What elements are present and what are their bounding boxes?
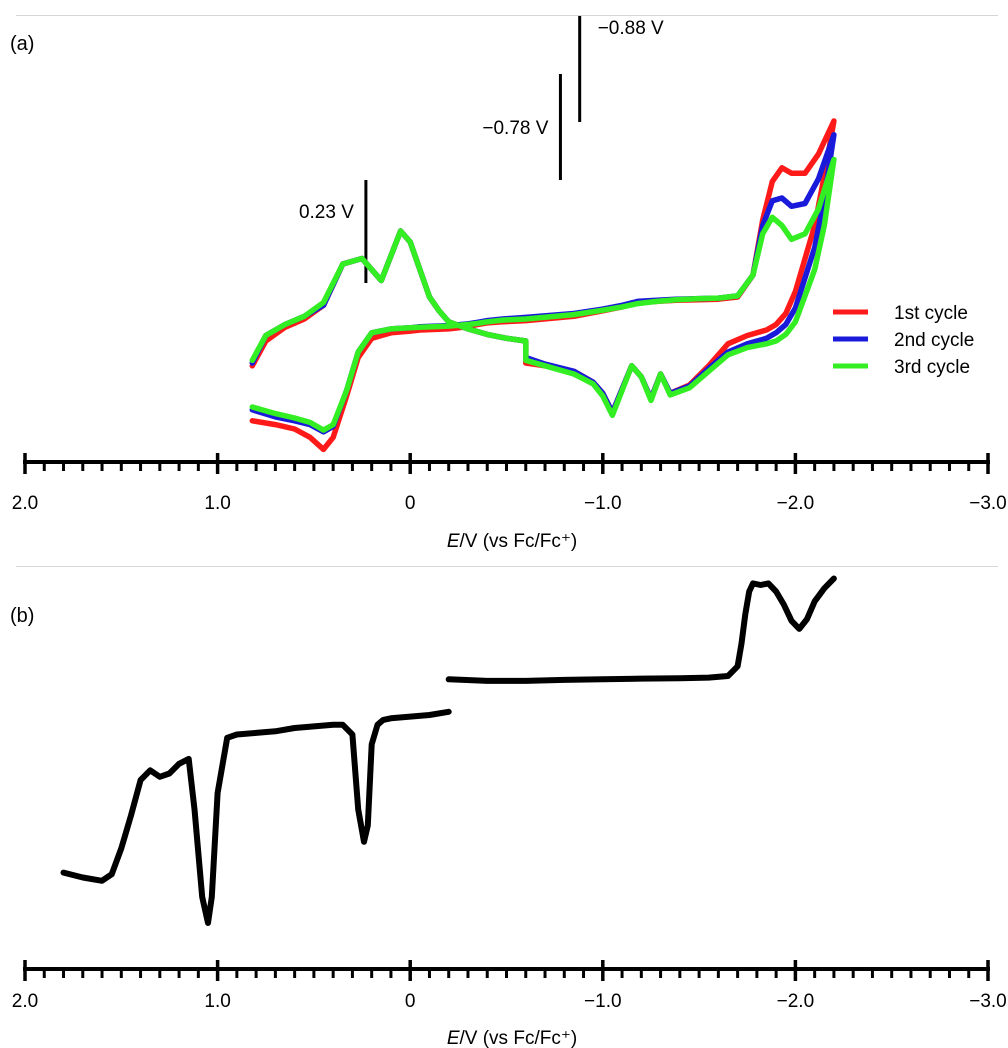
x-axis-label: E/V (vs Fc/Fc⁺) [447,1028,577,1048]
x-axis-label: E/V (vs Fc/Fc⁺) [447,531,577,552]
series-line [249,156,837,433]
x-axis-label-italic: E [447,1028,460,1048]
x-tick-label: −2.0 [777,493,815,514]
legend-label: 1st cycle [894,303,968,324]
panel-label: (b) [10,605,34,627]
x-tick-label: −3.0 [969,991,1007,1012]
series-line [445,575,837,684]
panel-border-top [16,566,998,567]
x-tick-label: −2.0 [777,991,815,1012]
panel-border-top [16,15,998,16]
x-tick-label: −3.0 [969,493,1007,514]
legend-label: 2nd cycle [894,330,974,351]
x-tick-label: 2.0 [12,991,38,1012]
x-tick-label: 0 [405,991,416,1012]
annotation-label: −0.88 V [598,18,664,39]
x-tick-label: 1.0 [204,493,230,514]
x-tick-label: −1.0 [584,991,622,1012]
annotation-label: −0.78 V [482,118,548,139]
x-tick-label: −1.0 [584,493,622,514]
x-axis-label-rest: /V (vs Fc/Fc⁺) [460,1028,578,1048]
x-axis-label-rest: /V (vs Fc/Fc⁺) [460,531,578,552]
annotation-label: 0.23 V [299,202,354,223]
x-tick-label: 1.0 [204,991,230,1012]
x-tick-label: 2.0 [12,493,38,514]
cv-chart: (a) 0.23 V −0.78 V −0.88 V 2.0 1.0 0 −1.0 −2.0… [10,16,1007,552]
legend-label: 3rd cycle [894,357,970,378]
dpv-chart: (b) 2.0 1.0 0 −1.0 −2.0 −3.0 E/V (vs Fc/Fc⁺) [10,575,1007,1048]
chart-panel-b: (b) 2.0 1.0 0 −1.0 −2.0 −3.0 E/V (vs Fc/Fc⁺) [0,560,1008,1048]
legend: 1st cycle 2nd cycle 3rd cycle [833,303,974,378]
x-tick-label: 0 [405,493,416,514]
chart-panel-a: (a) 0.23 V −0.78 V −0.88 V 2.0 1.0 0 −1.0 −2.0… [10,15,1007,552]
x-axis-label-italic: E [447,531,460,552]
series-line [60,708,452,926]
panel-label: (a) [10,33,34,55]
